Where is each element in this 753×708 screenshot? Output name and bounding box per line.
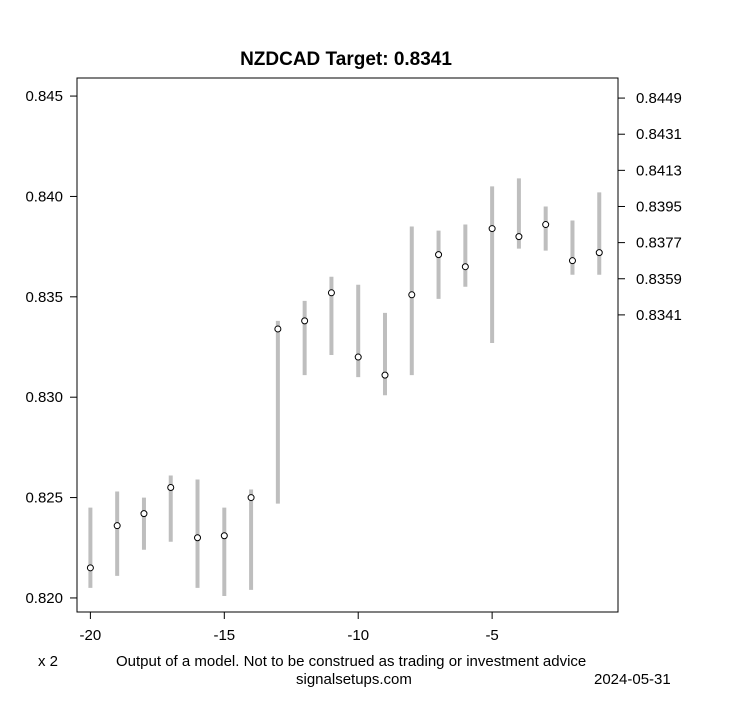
x-tick-label: -20 — [80, 627, 102, 644]
data-point — [408, 291, 416, 299]
y-tick-label: 0.825 — [25, 490, 63, 507]
data-points — [86, 221, 603, 572]
plot-frame — [76, 77, 619, 613]
data-point — [515, 233, 523, 241]
chart-title: NZDCAD Target: 0.8341 — [240, 49, 452, 70]
y2-tick-label: 0.8395 — [636, 198, 682, 215]
y-axis-right: 0.8449 0.8431 0.8413 0.8395 0.8377 0.8359 0.83… — [617, 90, 682, 324]
data-point — [381, 371, 389, 379]
data-point — [274, 325, 282, 333]
x-tick-label: -5 — [485, 627, 498, 644]
data-point — [327, 289, 335, 297]
data-point — [488, 225, 496, 233]
x-axis: -20 -15 -10 -5 — [80, 611, 499, 644]
data-point — [568, 257, 576, 265]
data-point — [354, 353, 362, 361]
y-tick-label: 0.845 — [25, 88, 63, 105]
range-bars — [88, 178, 602, 596]
data-point — [247, 494, 255, 502]
y-tick-label: 0.840 — [25, 188, 63, 205]
data-point — [301, 317, 309, 325]
y2-tick-label: 0.8341 — [636, 307, 682, 324]
y2-tick-label: 0.8449 — [636, 90, 682, 107]
y-tick-label: 0.820 — [25, 590, 63, 607]
y-axis-left: 0.820 0.825 0.830 0.835 0.840 0.845 — [25, 88, 78, 607]
data-point — [113, 522, 121, 530]
y-tick-label: 0.830 — [25, 389, 63, 406]
data-point — [542, 221, 550, 229]
data-point — [595, 249, 603, 257]
disclaimer: Output of a model. Not to be construed a… — [116, 653, 587, 670]
x-tick-label: -10 — [347, 627, 369, 644]
data-point — [461, 263, 469, 271]
y2-tick-label: 0.8431 — [636, 126, 682, 143]
y2-tick-label: 0.8359 — [636, 271, 682, 288]
y2-tick-label: 0.8413 — [636, 162, 682, 179]
multiplier-note: x 2 — [38, 653, 59, 670]
x-tick-label: -15 — [213, 627, 235, 644]
date-label: 2024-05-31 — [594, 671, 671, 688]
data-point — [140, 510, 148, 518]
data-point — [194, 534, 202, 542]
data-point — [167, 484, 175, 492]
y2-tick-label: 0.8377 — [636, 235, 682, 252]
y-tick-label: 0.835 — [25, 289, 63, 306]
data-point — [435, 251, 443, 259]
source-label: signalsetups.com — [296, 671, 412, 688]
data-point — [86, 564, 94, 572]
data-point — [220, 532, 228, 540]
